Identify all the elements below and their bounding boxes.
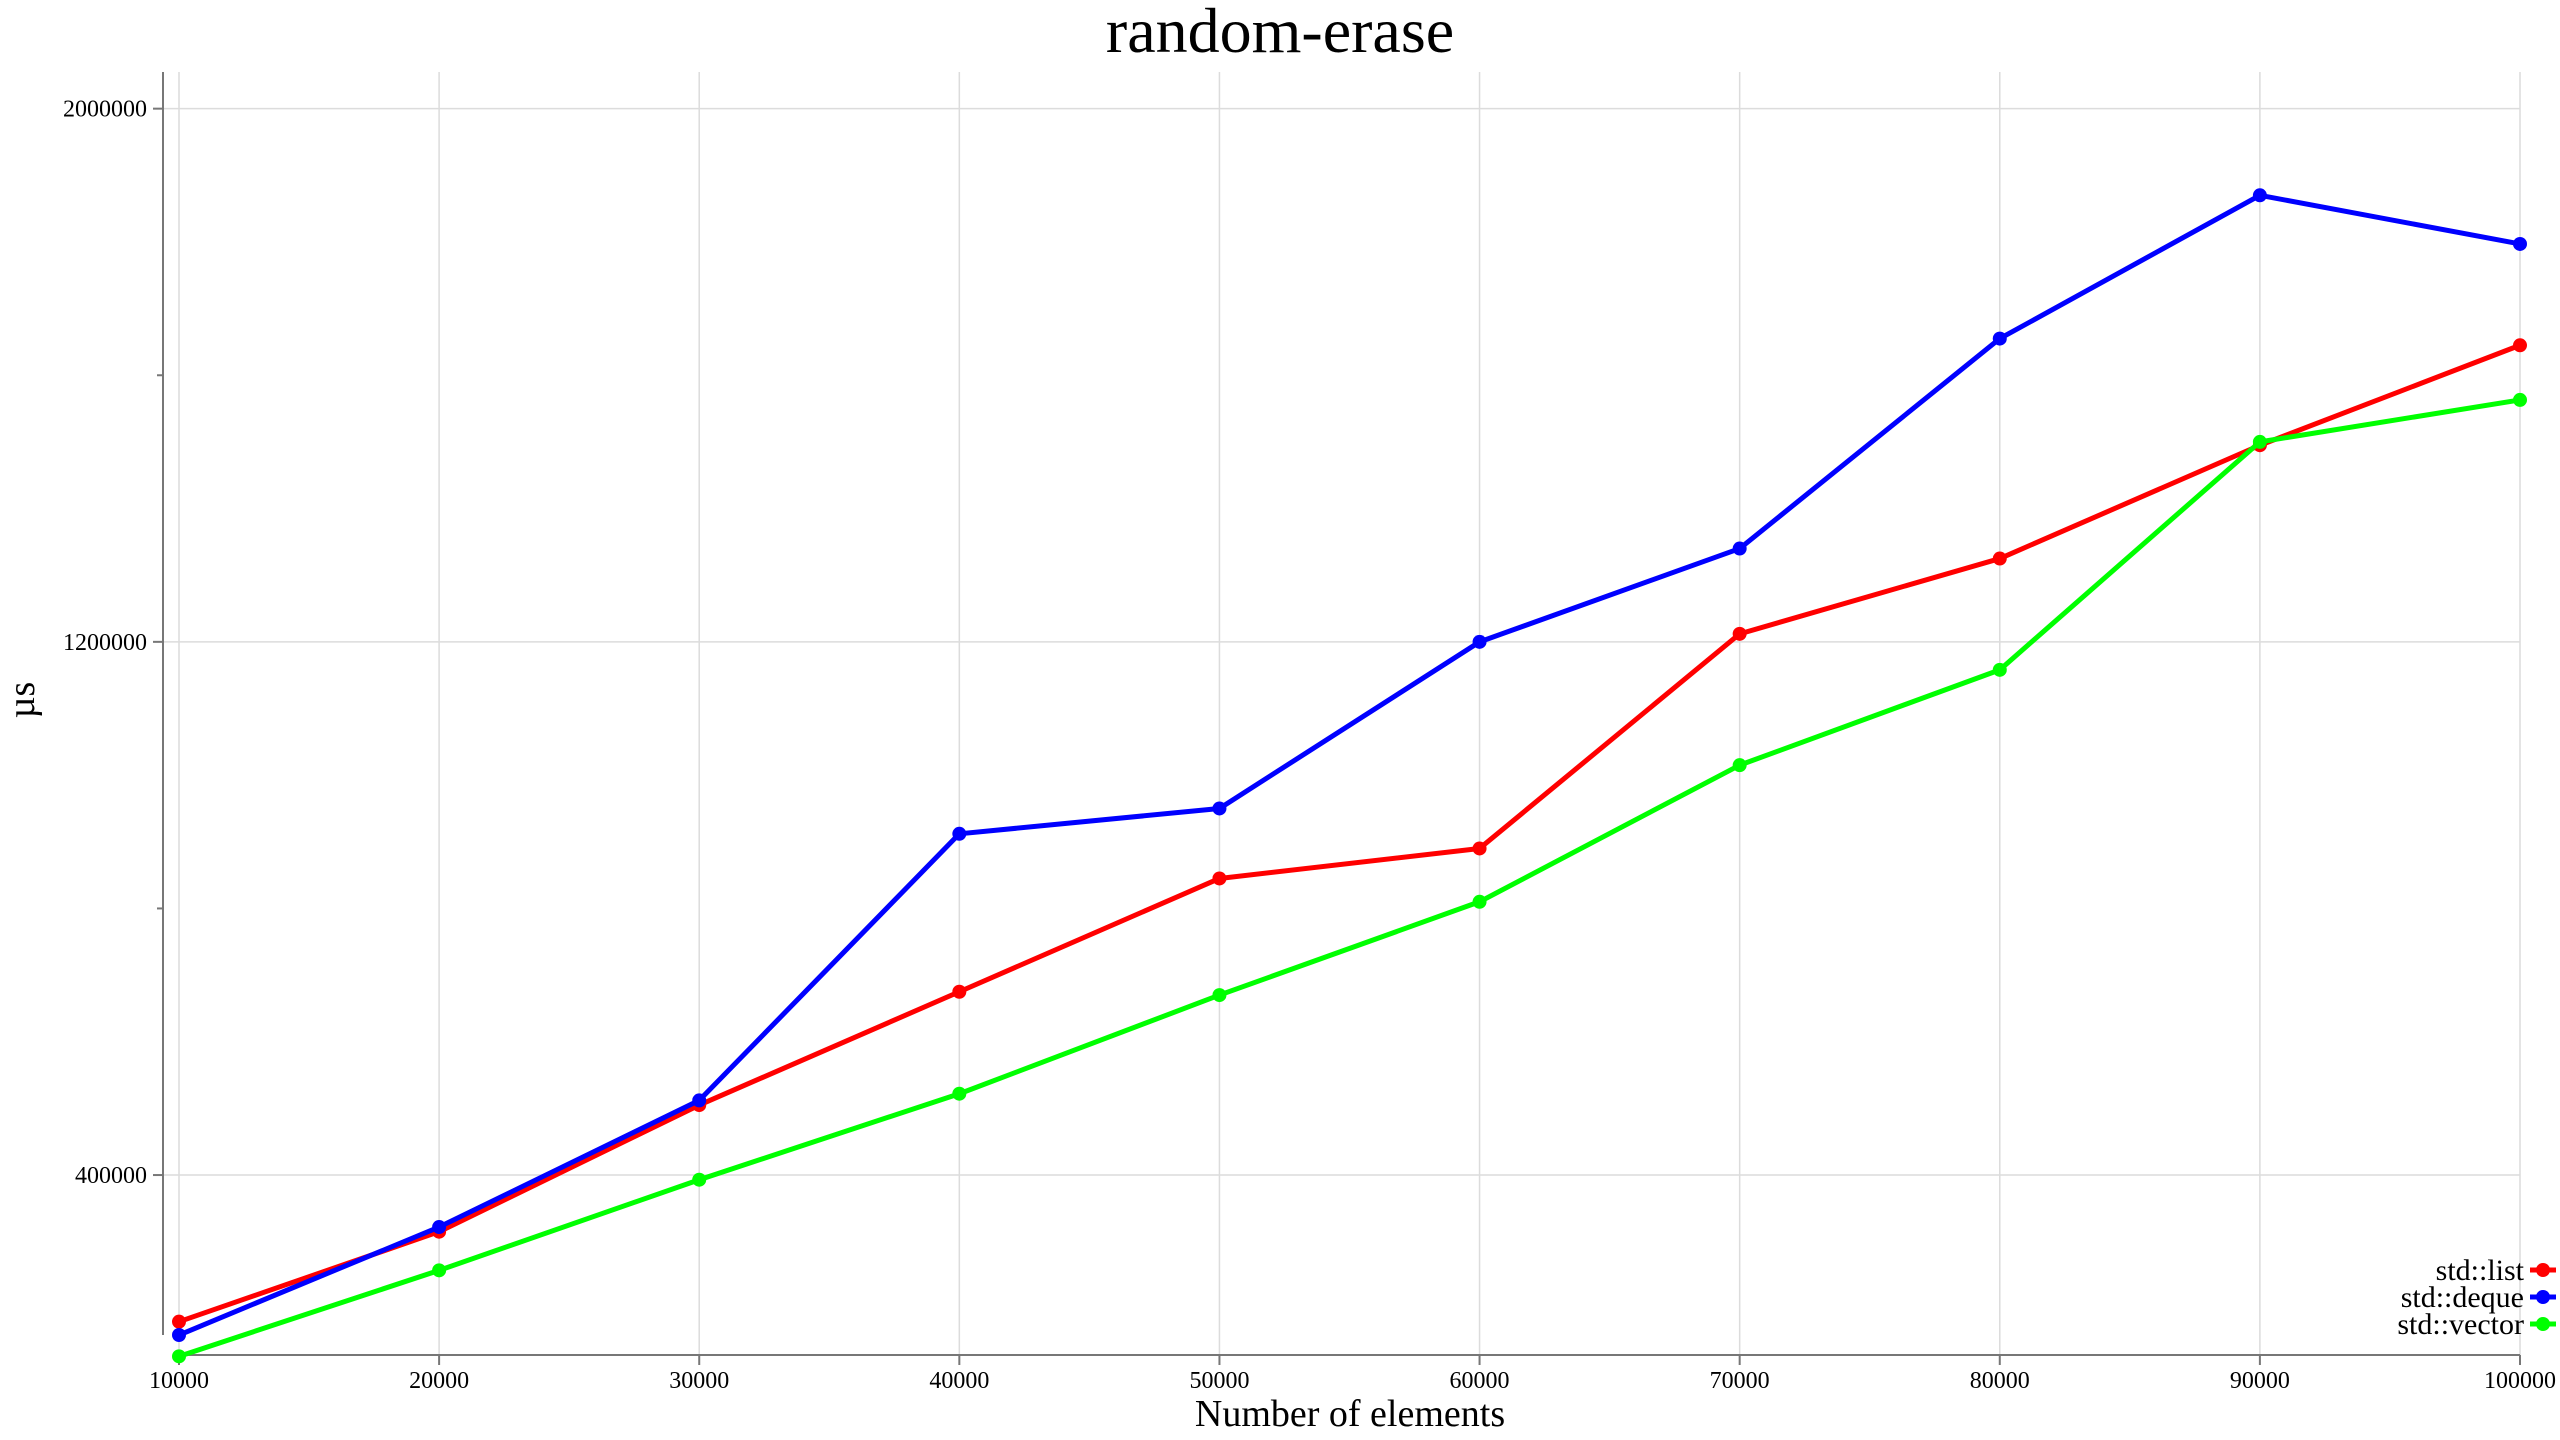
data-point [432,1263,447,1278]
x-tick-label: 10000 [149,1368,209,1394]
x-tick-label: 40000 [929,1368,989,1394]
legend-swatch-marker [2536,1290,2550,1304]
data-point [1472,894,1487,909]
data-point [2513,236,2527,251]
data-point [172,1328,186,1343]
series-line [178,342,2521,1325]
x-tick-label: 30000 [669,1368,729,1394]
series-2 [172,392,2527,1364]
legend-swatch-marker [2536,1317,2550,1331]
y-axis-label: µs [1,682,43,719]
y-tick-label: 400000 [75,1163,147,1189]
x-tick-label: 70000 [1710,1368,1770,1394]
data-point [1212,801,1227,816]
grid [163,72,2521,1355]
axes [162,72,2520,1356]
data-point [1992,331,2007,346]
y-tick-label: 2000000 [63,97,147,123]
y-axis-ticks: 400000 1200000 2000000 [63,97,163,1189]
chart-title: random-erase [1106,0,1454,66]
series-plot-area [172,188,2527,1364]
data-point [1212,988,1227,1003]
series-0 [172,338,2527,1329]
data-point [692,1093,707,1108]
data-point [1472,841,1487,856]
x-tick-label: 50000 [1189,1368,1249,1394]
legend-item: std::vector [2397,1308,2556,1341]
data-point [952,826,967,841]
data-point [1732,541,1747,556]
series-line [178,397,2521,1359]
legend-label: std::list [2436,1254,2525,1287]
x-axis-ticks: 10000 20000 30000 40000 50000 60000 70000 80000… [149,1355,2556,1394]
data-point [2513,392,2527,407]
y-tick-label: 1200000 [63,630,147,656]
data-point [1992,551,2007,566]
legend-item: std::deque [2401,1281,2556,1314]
data-point [1732,758,1747,773]
x-tick-label: 20000 [409,1368,469,1394]
data-point [432,1220,447,1235]
legend-label: std::vector [2397,1308,2524,1341]
x-tick-label: 80000 [1970,1368,2030,1394]
data-point [692,1172,707,1187]
legend-swatch-marker [2536,1263,2550,1277]
data-point [1212,871,1227,886]
data-point [1472,634,1487,649]
data-point [2513,338,2527,353]
legend-label: std::deque [2401,1281,2524,1314]
series-line [178,192,2521,1338]
data-point [172,1314,186,1329]
data-point [1992,662,2007,677]
data-point [952,984,967,999]
series-1 [172,188,2527,1343]
x-tick-label: 100000 [2484,1368,2556,1394]
data-point [2252,434,2267,449]
data-point [952,1086,967,1101]
x-axis-label: Number of elements [1195,1393,1505,1435]
data-point [1732,626,1747,641]
x-tick-label: 90000 [2230,1368,2290,1394]
legend-item: std::list [2436,1254,2556,1287]
data-point [172,1349,186,1364]
x-tick-label: 60000 [1450,1368,1510,1394]
data-point [2252,188,2267,203]
